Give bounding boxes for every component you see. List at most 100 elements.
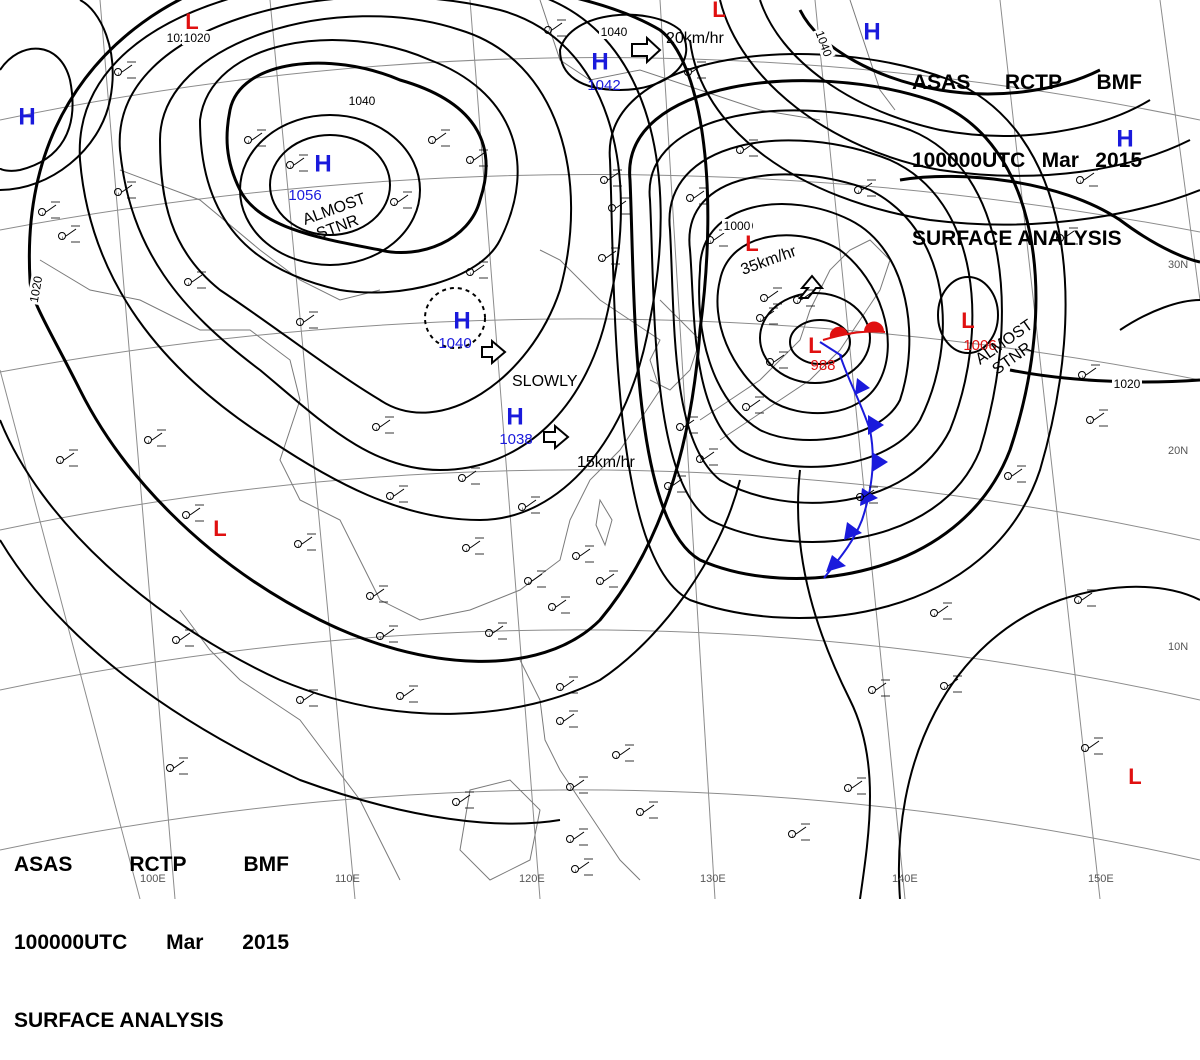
longitude-label: 100E [140,873,166,885]
station-plot-icon [844,777,866,795]
isobar-label: 1020 [27,275,45,304]
low-pressure-icon: L [745,231,758,256]
isobar-1024 [78,0,662,522]
header-station: RCTP [1004,71,1063,94]
station-plot-icon [166,757,188,775]
station-plot-icon [548,596,570,614]
station-plot-icon [428,129,450,147]
isobar-low-3 [716,234,889,415]
station-plot-icon [58,225,80,243]
isobar-low-988-1 [789,319,851,365]
low-pressure-center: L 1006 [961,308,996,354]
latitude-line-0 [0,629,1200,701]
station-plot-icon [466,149,488,167]
longitude-line-150e [999,0,1101,899]
isobar-label-bg [26,273,46,306]
movement-arrow-icon [481,338,507,366]
header-top: ASAS RCTP BMF 100000UTC Mar 2015 SURFACE… [912,18,1142,278]
latitude-line-10s [0,789,1200,861]
isobar-1036 [198,39,519,294]
station-plot-icon [182,504,204,522]
longitude-line-100e [99,0,176,899]
isobar-label-bg [599,25,629,39]
low-pressure-icon: L [213,516,226,541]
station-plot-icon [296,311,318,329]
station-plot-icon [684,61,706,79]
latitude-label: 10N [1168,641,1188,653]
pressure-value: 988 [810,357,835,374]
station-plot-icon [544,19,566,37]
station-plot-icon [930,602,952,620]
low-pressure-icon: L [185,9,198,34]
isobar-label-bg [347,94,377,108]
station-plot-icon [144,429,166,447]
header-title: SURFACE ANALYSIS [14,1009,224,1032]
station-plot-icon [1074,589,1096,607]
station-plot-icon [396,685,418,703]
isobar-1020-main [27,0,710,663]
isobar-label: 1040 [349,94,376,108]
latitude-label: 30N [1168,259,1188,271]
isobar-label-bg [182,31,212,45]
movement-speed-label: 15km/hr [577,454,635,471]
header-datetime: 100000UTC [912,149,1026,172]
station-plot-icon [636,801,658,819]
station-plot-icon [524,570,546,588]
station-plot-icon [518,496,540,514]
header-year: 2015 [1095,149,1142,172]
high-pressure-icon: H [453,307,470,334]
high-pressure-center: H [18,103,35,130]
station-plots [38,19,1108,876]
station-plot-icon [676,416,698,434]
station-plot-icon [172,629,194,647]
station-plot-icon [788,823,810,841]
isobars [0,0,1200,899]
pressure-value: 1042 [587,77,620,94]
low-pressure-icon: L [1128,764,1141,789]
station-plot-icon [366,585,388,603]
isobar-1040-ring [225,61,488,255]
isobar-low-1006 [937,276,999,354]
station-plot-icon [686,187,708,205]
high-pressure-center: H [1116,125,1133,152]
cold-front-triangle-icon [872,452,888,472]
isobar-1044-north [558,13,688,92]
station-plot-icon [742,396,764,414]
longitude-label: 110E [335,873,360,885]
pressure-value: 1040 [438,335,471,352]
isobar-1032-northeast [719,0,1191,177]
station-plot-icon [572,545,594,563]
movement-arrow-icon [631,35,662,65]
station-plot-icon [566,828,588,846]
longitude-line-130e [659,0,716,899]
coastlines [39,0,896,881]
station-plot-icon [1004,465,1026,483]
cold-front-triangle-icon [826,555,846,572]
longitude-line-110e [269,0,356,899]
station-plot-icon [184,271,206,289]
station-plot-icon [856,486,878,504]
pressure-value: 1056 [288,187,321,204]
pressure-systems: H1056H1040H1038H1042HHHL988L1006L1000L10… [18,0,1141,789]
station-plot-icon [390,191,412,209]
longitude-line-140e [814,0,906,899]
station-plot-icon [940,675,962,693]
coastline-japan [699,239,891,441]
station-plot-icon [756,307,778,325]
isobar-label-bg [1112,377,1142,391]
station-plot-icon [1086,409,1108,427]
station-plot-icon [664,475,686,493]
isobar-1020-east [899,174,1200,264]
header-agency: ASAS [14,853,73,876]
station-plot-icon [38,201,60,219]
isobar-label: 1040 [601,25,628,39]
movement-arrow-icon [797,274,825,299]
header-code: BMF [1096,71,1143,94]
isobar-1012-south [898,585,1200,899]
station-plot-icon [294,533,316,551]
station-plot-icon [386,485,408,503]
longitude-label: 140E [892,873,918,885]
station-plot-icon [1081,737,1103,755]
low-pressure-center: L [1128,764,1141,789]
coastline-indochina [179,609,401,881]
